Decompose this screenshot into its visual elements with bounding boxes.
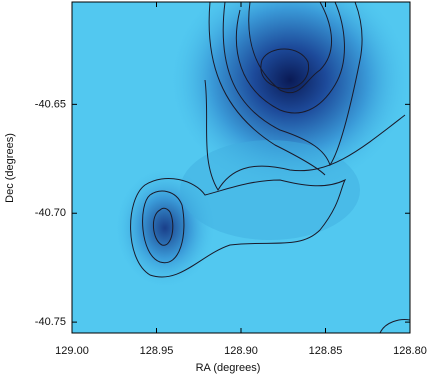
x-tick-label: 129.00 <box>55 345 89 357</box>
x-tick-label: 128.95 <box>140 345 174 357</box>
y-tick-label: -40.70 <box>35 207 66 219</box>
x-axis-label: RA (degrees) <box>196 362 261 374</box>
x-tick-label: 128.90 <box>224 345 258 357</box>
y-tick-label: -40.75 <box>35 316 66 328</box>
x-tick-label: 128.85 <box>309 345 343 357</box>
y-axis-label: Dec (degrees) <box>4 133 16 203</box>
image <box>72 2 410 333</box>
x-tick-label: 128.80 <box>393 345 427 357</box>
y-tick-label: -40.65 <box>35 98 66 110</box>
